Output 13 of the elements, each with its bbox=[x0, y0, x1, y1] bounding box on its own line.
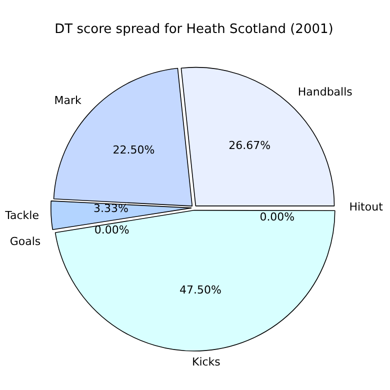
category-label: Goals bbox=[10, 234, 41, 248]
category-label: Hitout bbox=[349, 200, 383, 214]
data-label: 22.50% bbox=[112, 143, 155, 156]
data-label: 26.67% bbox=[228, 138, 271, 152]
slice-label: Tackle bbox=[4, 208, 40, 222]
data-label: 47.50% bbox=[180, 284, 222, 297]
slice-label: Mark bbox=[54, 94, 82, 107]
data-label: 3.33% bbox=[93, 202, 128, 216]
slice-label: Handballs bbox=[298, 85, 353, 98]
text: 0.00% bbox=[94, 224, 130, 237]
chart-title: DT score spread for Heath Scotland (2001) bbox=[54, 22, 334, 38]
text: 0.00% bbox=[260, 210, 295, 224]
slice-label: Kicks bbox=[192, 355, 221, 368]
